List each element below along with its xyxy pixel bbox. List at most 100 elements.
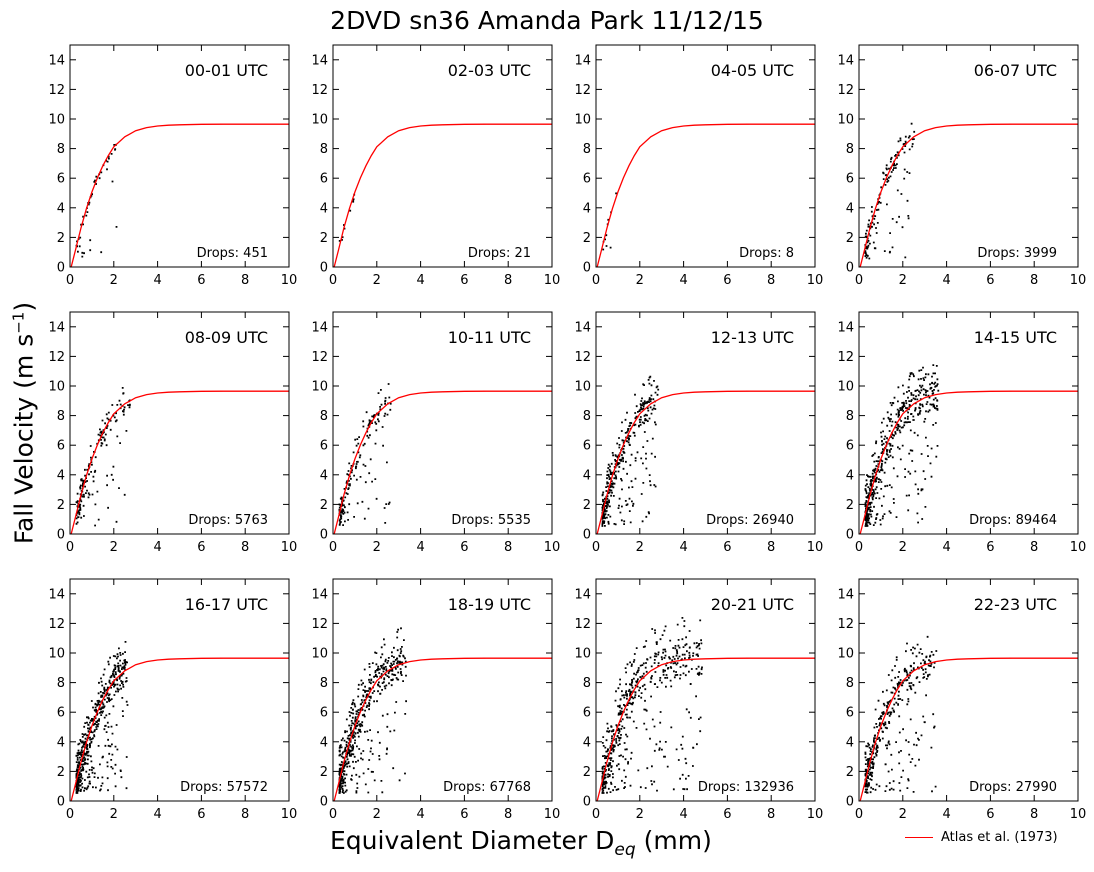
y-tick-label: 0 [846,528,854,543]
y-tick-label: 4 [57,201,65,216]
y-tick: 4 [583,468,815,483]
drop-points [601,375,660,527]
panel-drops-label: Drops: 57572 [180,780,268,795]
x-tick: 8 [504,312,512,555]
y-tick-label: 12 [837,350,854,365]
legend-line-swatch [905,837,933,838]
panel-frame [69,311,290,535]
x-axis-label-subscript: eq [614,840,636,860]
y-tick-label: 6 [846,172,854,187]
drop-points [864,635,938,794]
y-tick: 6 [320,439,552,454]
x-tick-label: 2 [110,273,118,288]
y-tick-label: 8 [320,142,328,157]
x-tick-label: 8 [504,540,512,555]
x-tick: 6 [986,312,995,555]
legend: Atlas et al. (1973) [905,830,1058,845]
drop-point-cloud [601,375,660,527]
x-tick-label: 4 [416,807,424,822]
y-tick: 6 [846,439,1078,454]
x-tick: 4 [679,312,688,555]
panel-9: 0 2 4 6 8 10 0 2 4 6 8 10 12 14 18-19 UTC Drops: 67768 [311,578,560,822]
x-tick-label: 4 [942,273,950,288]
y-tick: 10 [311,380,552,395]
panel-frame [69,44,290,268]
x-tick-label: 10 [807,540,824,555]
x-tick: 2 [373,45,381,288]
y-tick-label: 0 [846,795,854,810]
panel-drops-label: Drops: 21 [468,246,531,261]
x-tick: 2 [110,45,118,288]
y-tick: 4 [320,468,552,483]
x-tick: 2 [373,312,381,555]
x-tick: 0 [592,45,600,288]
y-tick: 12 [574,83,815,98]
x-tick: 6 [460,579,469,822]
x-tick-label: 2 [636,540,644,555]
y-tick: 0 [583,795,815,810]
y-tick: 8 [320,409,552,424]
y-tick: 10 [574,380,815,395]
y-tick-label: 6 [320,439,328,454]
panel-time-label: 16-17 UTC [185,595,268,614]
x-tick: 6 [197,579,206,822]
y-tick-label: 6 [583,706,591,721]
x-tick: 10 [544,45,560,288]
y-tick-label: 12 [574,83,591,98]
y-tick-label: 0 [320,528,328,543]
x-tick: 4 [679,45,688,288]
y-tick-label: 10 [311,380,328,395]
panel-frame [69,578,290,802]
y-tick-label: 0 [320,261,328,276]
y-tick-label: 2 [846,498,854,513]
y-tick: 0 [57,795,289,810]
atlas-curve [70,657,289,801]
y-tick: 4 [57,735,289,750]
x-tick: 2 [899,579,907,822]
y-tick-label: 4 [320,468,328,483]
drop-points [75,641,129,794]
atlas-curve [596,657,815,801]
panel-frame [332,578,553,802]
panel-frame [595,578,816,802]
y-tick-label: 4 [320,201,328,216]
x-tick-label: 10 [281,807,298,822]
x-tick: 0 [66,579,74,822]
y-tick: 6 [583,706,815,721]
x-tick-label: 0 [329,540,337,555]
x-tick: 8 [241,45,249,288]
y-tick: 4 [846,201,1078,216]
y-tick: 6 [320,172,552,187]
y-tick: 0 [57,261,289,276]
y-tick-label: 14 [311,587,328,602]
drop-points [75,387,131,527]
y-tick-label: 4 [583,735,591,750]
y-tick: 0 [846,795,1078,810]
x-tick-label: 4 [942,807,950,822]
x-tick: 8 [1030,312,1038,555]
x-tick: 4 [416,312,425,555]
x-tick: 8 [767,579,775,822]
y-tick-label: 12 [574,350,591,365]
x-tick: 2 [636,45,644,288]
y-tick-label: 6 [320,172,328,187]
y-tick-label: 10 [48,647,65,662]
x-tick-label: 4 [153,540,161,555]
panel-6: 0 2 4 6 8 10 0 2 4 6 8 10 12 14 12-13 UTC Drops: 26940 [574,311,824,555]
y-tick: 14 [574,587,815,602]
x-tick: 2 [899,45,907,288]
x-tick-label: 4 [679,807,687,822]
x-tick: 6 [723,312,732,555]
y-tick-label: 2 [57,231,65,246]
drop-point-cloud [338,193,356,242]
panel-drops-label: Drops: 8 [739,246,794,261]
y-tick-label: 8 [846,142,854,157]
y-tick-label: 12 [574,617,591,632]
x-tick-label: 8 [241,807,249,822]
x-tick: 2 [373,579,381,822]
panel-time-label: 22-23 UTC [974,595,1057,614]
y-tick: 0 [583,528,815,543]
y-tick-label: 2 [320,498,328,513]
y-tick: 2 [57,765,289,780]
